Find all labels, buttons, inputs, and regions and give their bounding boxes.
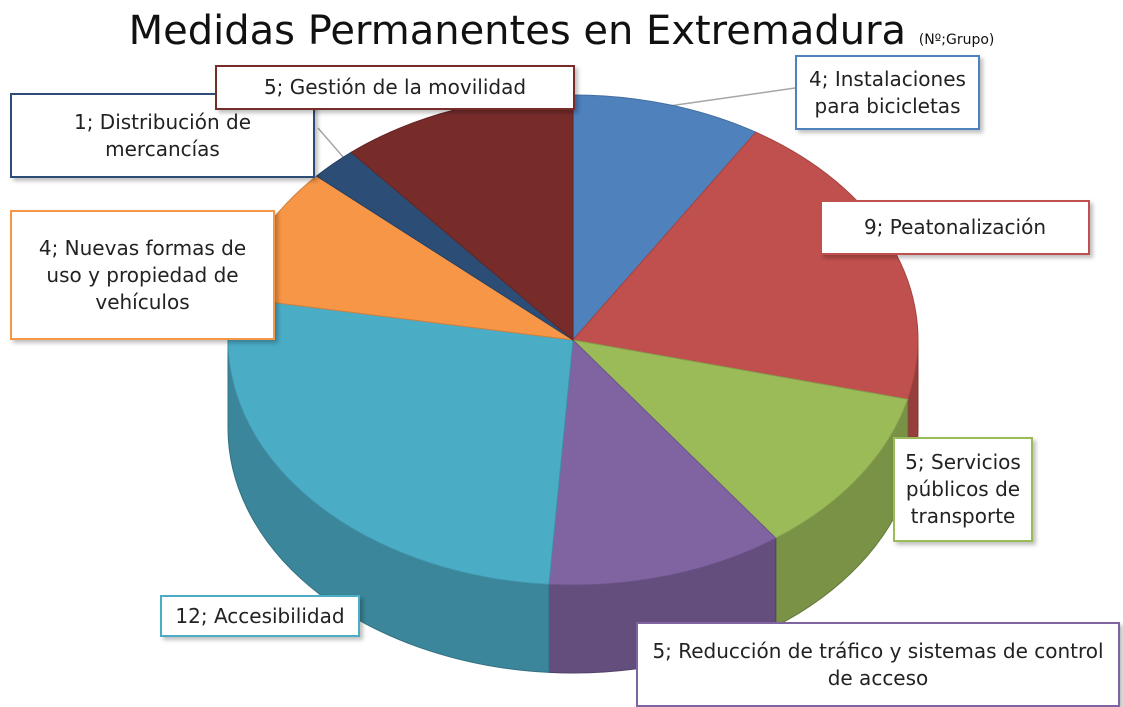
chart-title-block: Medidas Permanentes en Extremadura (Nº;G… <box>0 8 1123 54</box>
chart-subtitle: (Nº;Grupo) <box>918 32 995 48</box>
chart-title: Medidas Permanentes en Extremadura <box>128 8 907 54</box>
slice <box>571 339 909 539</box>
data-label: 5; Reducción de tráfico y sistemas de co… <box>636 622 1120 707</box>
data-label: 4; Nuevas formas de uso y propiedad de v… <box>10 210 275 340</box>
data-label: 4; Instalaciones para bicicletas <box>795 55 980 130</box>
data-label: 5; Gestión de la movilidad <box>215 65 575 110</box>
slice <box>227 296 574 585</box>
data-label: 12; Accesibilidad <box>160 595 360 637</box>
slice <box>572 94 757 342</box>
pie-tops <box>227 94 919 586</box>
data-label: 9; Peatonalización <box>820 200 1090 255</box>
slice <box>548 338 777 586</box>
data-label: 5; Servicios públicos de transporte <box>893 437 1033 542</box>
leader-line <box>654 87 796 109</box>
